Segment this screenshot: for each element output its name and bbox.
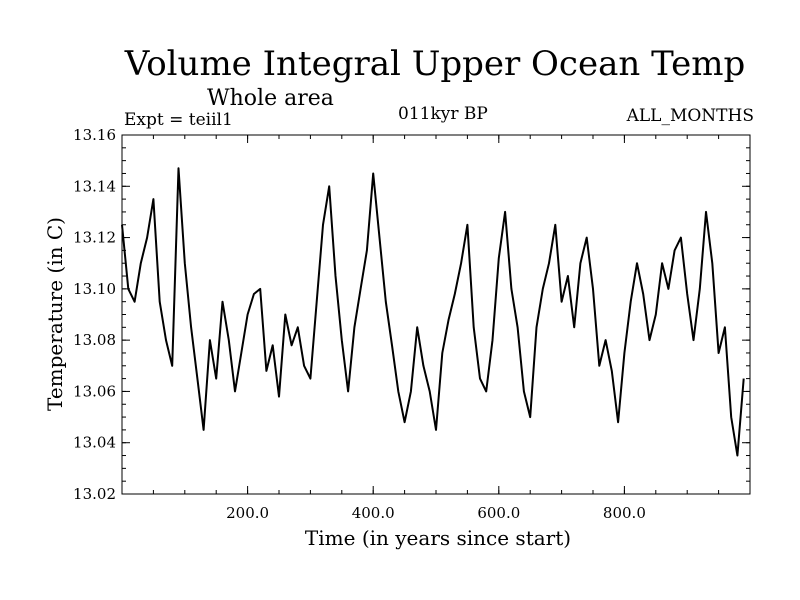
y-tick-label: 13.12 [73, 229, 116, 247]
y-axis-label: Temperature (in C) [43, 217, 67, 411]
y-tick-label: 13.10 [73, 280, 116, 298]
y-tick-label: 13.16 [73, 126, 116, 144]
y-tick-label: 13.06 [73, 382, 116, 400]
x-tick-label: 800.0 [603, 504, 646, 522]
x-tick-label: 600.0 [477, 504, 520, 522]
y-tick-label: 13.08 [73, 331, 116, 349]
chart-subtitle: Whole area [207, 86, 334, 111]
x-tick-label: 400.0 [352, 504, 395, 522]
y-tick-label: 13.14 [73, 177, 116, 195]
plot-frame [121, 134, 751, 495]
y-tick-label: 13.04 [73, 434, 116, 452]
months-label: ALL_MONTHS [626, 106, 754, 126]
tick-labels: 13.02 13.04 13.06 13.08 13.10 13.12 13.14 13.16… [73, 126, 646, 522]
x-tick-label: 200.0 [226, 504, 269, 522]
experiment-label: Expt = teiil1 [124, 110, 233, 130]
y-tick-label: 13.02 [73, 485, 116, 503]
chart-title: Volume Integral Upper Ocean Temp [124, 44, 746, 84]
series-line-upper-ocean-temp [121, 167, 745, 457]
x-axis-label: Time (in years since start) [305, 526, 571, 550]
period-label: 011kyr BP [398, 104, 488, 124]
